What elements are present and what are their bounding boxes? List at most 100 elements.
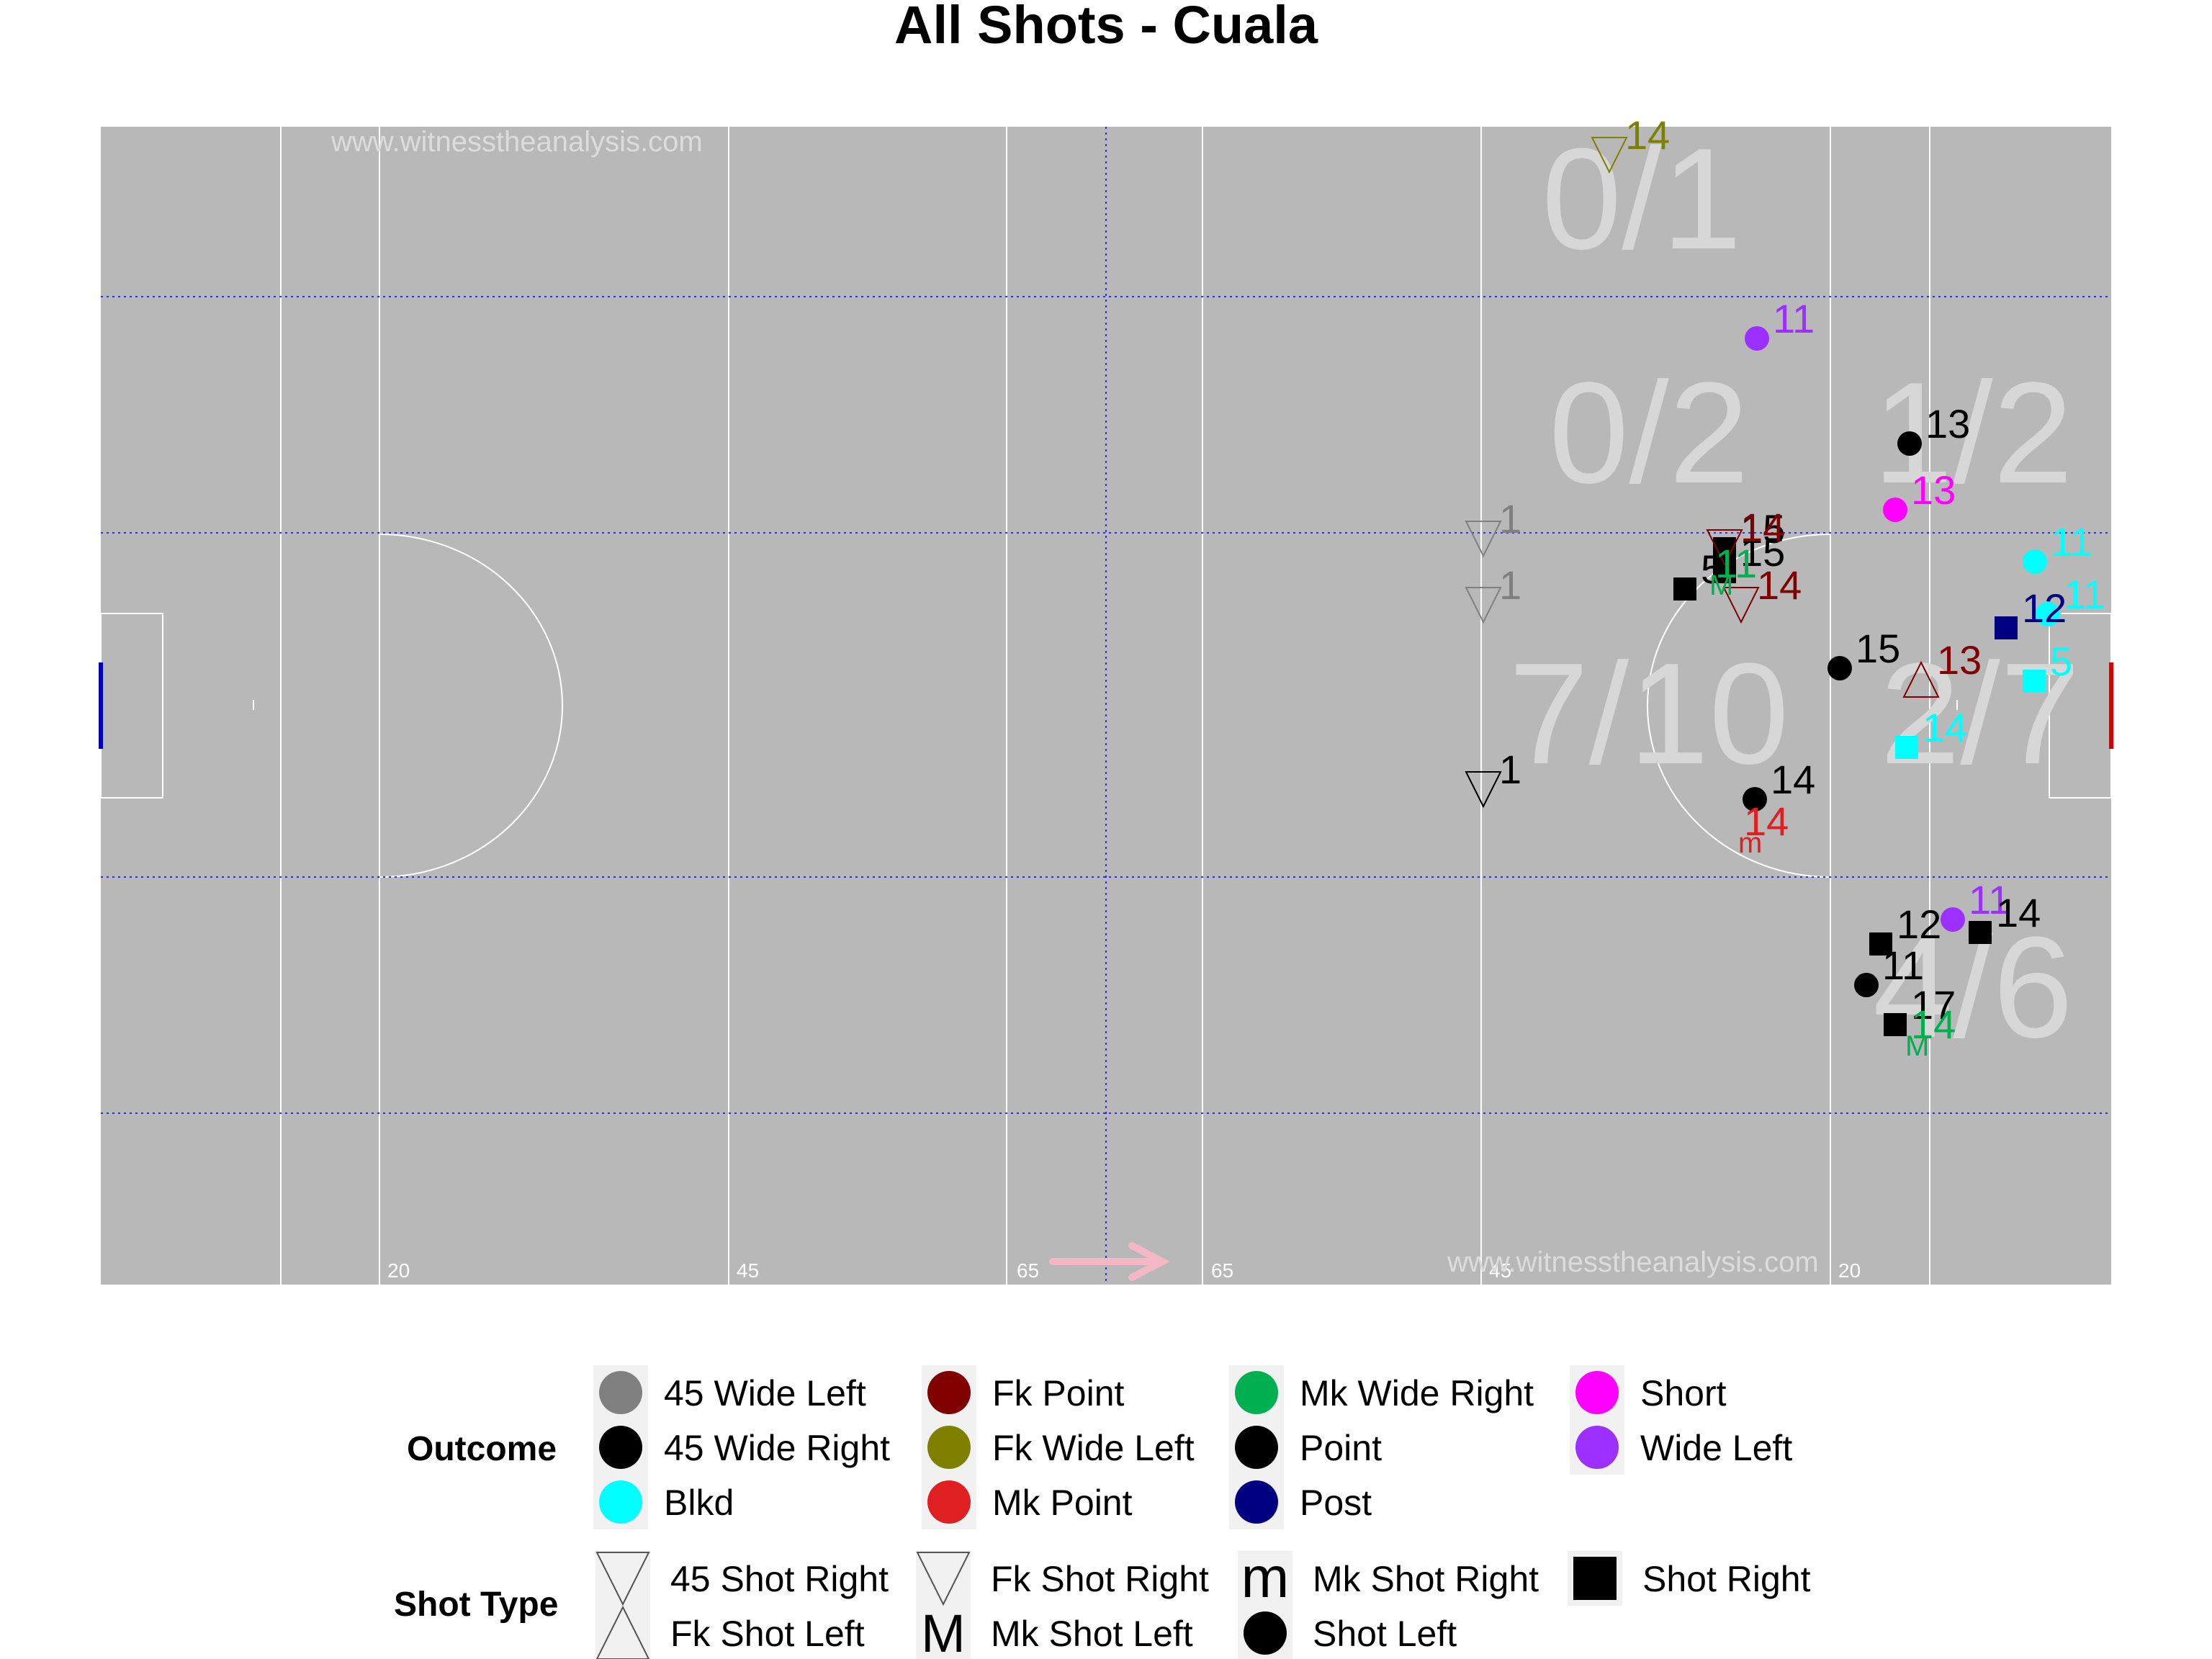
legend-label: Fk Point	[992, 1373, 1125, 1413]
legend-swatch	[1235, 1426, 1278, 1469]
chart-title: All Shots - Cuala	[894, 0, 1318, 55]
shot-marker: 1	[1465, 747, 1521, 809]
shot-label: 11	[1773, 296, 1815, 341]
shot-label: 12	[1897, 902, 1941, 947]
shot-left-marker	[1897, 431, 1922, 456]
legend-item: Wide Left	[1570, 1420, 1792, 1475]
shot-marker: 15	[1827, 626, 1900, 680]
shot-label: 11	[2051, 519, 2092, 565]
legend-label: Fk Shot Right	[991, 1559, 1209, 1599]
distance-label: 20	[387, 1259, 410, 1282]
zone-label: 7/10	[1509, 634, 1789, 794]
shot-left-marker	[1883, 498, 1907, 522]
zone-grid	[101, 127, 2111, 1285]
legend-item: 45 Shot Right	[595, 1551, 889, 1606]
shot-label: 14	[1923, 705, 1967, 750]
legend-label: Mk Point	[992, 1483, 1133, 1523]
shot-right-marker	[1969, 921, 1992, 944]
shot-label: 17	[1911, 982, 1956, 1028]
legend-swatch	[599, 1480, 642, 1524]
shot-marker: 11	[1745, 296, 1815, 351]
mk-shot-right-symbol: m	[1241, 1545, 1290, 1609]
shot-marker: 12	[1995, 585, 2067, 639]
legend-item: Short	[1570, 1365, 1727, 1420]
shot-label: 5	[2050, 639, 2072, 684]
shot-label: 15	[1740, 506, 1785, 552]
shot-marker: 1	[1465, 562, 1521, 624]
legend-label: 45 Wide Left	[664, 1373, 866, 1413]
legend-label: Blkd	[664, 1483, 734, 1523]
shot-marker: 11	[1854, 943, 1924, 997]
legend-item: Point	[1229, 1420, 1382, 1475]
legend-item: Mk Point	[922, 1475, 1133, 1529]
distance-labels: 20 45 65 65 45 20	[387, 1259, 1861, 1282]
watermark: www.witnesstheanalysis.com	[1447, 1246, 1819, 1278]
shot-marker: 14	[1722, 562, 1802, 624]
legend-key	[595, 1551, 650, 1606]
shot-label: 14	[1911, 1002, 1956, 1047]
legend-swatch	[927, 1480, 971, 1524]
legend-outcomes: 45 Wide Left 45 Wide Right Blkd Fk Point Fk …	[593, 1365, 1792, 1529]
shot-label: 14	[1771, 757, 1815, 802]
legend-item: 45 Wide Left	[593, 1365, 866, 1420]
shot-left-marker	[1854, 973, 1879, 997]
distance-label: 45	[1489, 1259, 1511, 1282]
shot-marker: 5	[1673, 547, 1723, 601]
watermark: www.witnesstheanalysis.com	[331, 126, 703, 158]
legend-swatch	[1575, 1371, 1619, 1414]
45-shot-right-marker	[1465, 521, 1502, 558]
legend-label: Fk Wide Left	[992, 1428, 1195, 1468]
shot-marker: M11	[1709, 541, 1757, 601]
distance-label: 65	[1017, 1259, 1039, 1282]
legend-label: 45 Wide Right	[664, 1428, 890, 1468]
shot-label: 14	[1757, 562, 1802, 608]
shot-label: 1	[1499, 747, 1521, 792]
shot-marker: 11	[2023, 519, 2092, 574]
45-shot-right-symbol	[595, 1552, 650, 1606]
legend-label: 45 Shot Right	[670, 1559, 889, 1599]
legend-item: Fk Shot Left	[595, 1605, 865, 1659]
zone-label: 0/1	[1542, 119, 1742, 279]
shot-right-marker	[1895, 736, 1918, 759]
shot-label: 1	[1499, 562, 1521, 608]
shot-label: 15	[1740, 529, 1785, 575]
shot-left-marker	[2023, 549, 2047, 574]
shot-label: 11	[1715, 541, 1757, 586]
fk-shot-right-marker	[1722, 587, 1760, 624]
shot-label: 13	[1911, 467, 1956, 513]
shot-marker: 17	[1884, 982, 1956, 1036]
fk-shot-left-symbol	[595, 1605, 650, 1659]
legend-item: Mk Wide Right	[1229, 1365, 1534, 1420]
shot-left-marker	[1745, 326, 1769, 351]
legend-label: Fk Shot Left	[670, 1614, 865, 1654]
mk-shot-left-symbol: M	[921, 1604, 966, 1659]
shot-marker: 5	[2023, 639, 2072, 693]
shot-marker: 14	[1895, 705, 1967, 759]
shot-label: 14	[1625, 112, 1670, 158]
legend-item: Fk Point	[922, 1365, 1125, 1420]
legend-item: m Mk Shot Right	[1238, 1545, 1539, 1609]
shot-right-marker	[1995, 616, 2018, 639]
shot-label: 11	[1969, 877, 2010, 922]
legend-item: Shot Left	[1238, 1606, 1457, 1659]
legend-label: Shot Left	[1313, 1614, 1457, 1654]
legend-label: Shot Right	[1642, 1559, 1811, 1599]
shot-label: 1	[1499, 496, 1521, 541]
shot-marker: 13	[1883, 467, 1956, 522]
shot-label: 14	[1996, 890, 2041, 935]
shot-right-symbol	[1573, 1557, 1617, 1600]
legend-label: Wide Left	[1640, 1428, 1792, 1468]
legend-key	[916, 1551, 971, 1606]
legend-item: 45 Wide Right	[593, 1420, 890, 1475]
legend-key	[1238, 1551, 1292, 1606]
shot-marker: 14	[1743, 757, 1815, 811]
shot-label: 14	[1744, 799, 1789, 844]
shot-right-marker	[2023, 670, 2046, 693]
legend-item: Shot Right	[1568, 1551, 1811, 1606]
45-shot-right-marker	[1465, 587, 1502, 624]
shot-left-marker	[1941, 907, 1965, 932]
fk-shot-right-marker	[1706, 529, 1743, 567]
legend-swatch	[927, 1371, 971, 1414]
pitch-surface	[101, 127, 2111, 1285]
